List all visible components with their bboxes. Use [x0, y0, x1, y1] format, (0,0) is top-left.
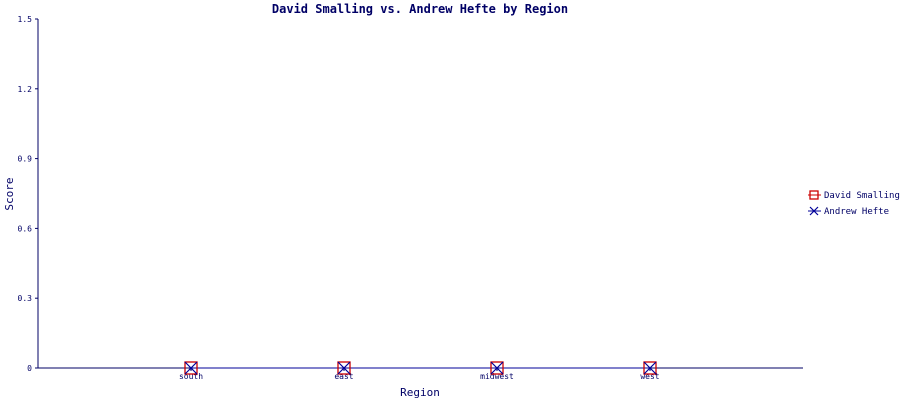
legend: David Smalling Andrew Hefte [808, 190, 900, 217]
x-tick-label-south: south [179, 372, 203, 381]
y-tick-label: 1.5 [18, 15, 33, 24]
point-x [184, 361, 198, 375]
x-ticks: south east midwest west [179, 368, 660, 381]
legend-label: David Smalling [824, 191, 900, 201]
y-tick-label: 1.2 [18, 85, 33, 94]
point-square [337, 361, 351, 375]
point-square [643, 361, 657, 375]
series-layer [184, 361, 657, 375]
legend-item-0: David Smalling [808, 190, 900, 201]
y-tick-label: 0 [27, 364, 32, 373]
legend-square-icon [809, 190, 819, 200]
point-square [490, 361, 504, 375]
y-tick-label: 0.3 [18, 294, 33, 303]
point-square [184, 361, 198, 375]
legend-item-1: Andrew Hefte [808, 206, 889, 217]
y-tick-label: 0.9 [18, 155, 33, 164]
legend-x-icon [809, 206, 819, 216]
x-tick-label-west: west [640, 372, 659, 381]
legend-label: Andrew Hefte [824, 207, 889, 217]
point-x [337, 361, 351, 375]
x-axis-label: Region [400, 386, 440, 399]
y-axis-label: Score [3, 177, 16, 210]
chart-title: David Smalling vs. Andrew Hefte by Regio… [272, 2, 568, 16]
point-x [643, 361, 657, 375]
x-tick-label-midwest: midwest [480, 372, 514, 381]
point-x [490, 361, 504, 375]
x-tick-label-east: east [334, 372, 353, 381]
y-tick-label: 0.6 [18, 224, 33, 233]
y-ticks: 0 0.3 0.6 0.9 1.2 1.5 [18, 15, 38, 373]
